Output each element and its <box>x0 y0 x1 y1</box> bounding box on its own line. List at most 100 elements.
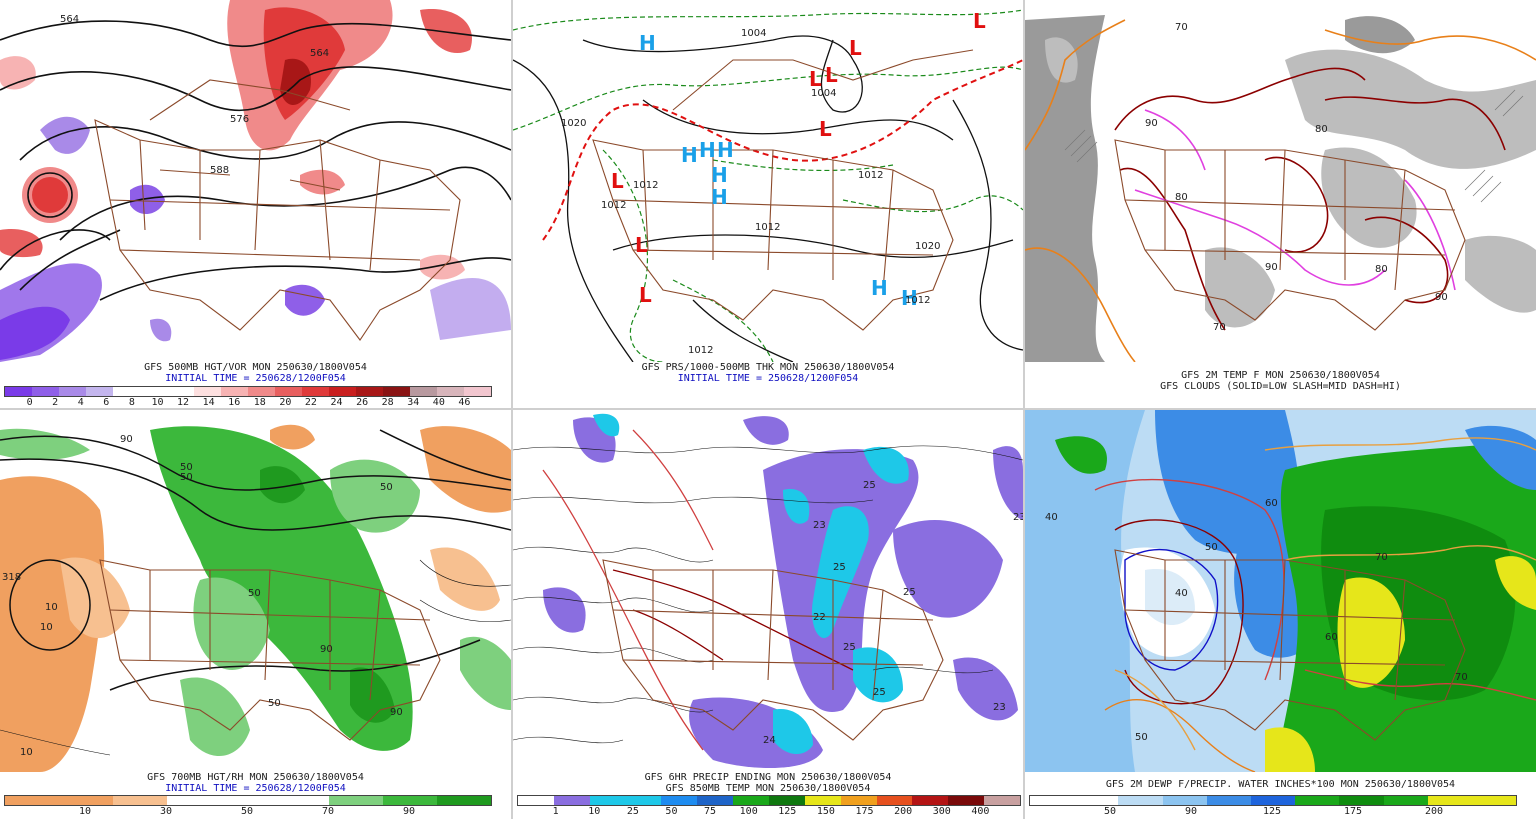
high-pressure-label: H <box>699 138 716 162</box>
contour-label: 24 <box>763 735 776 746</box>
map-precip: 25 23 25 22 25 25 24 23 25 23 <box>513 410 1023 772</box>
panel-700mb-hgt-rh: 90 50 10 318 10 50 50 90 50 90 10 50 GFS… <box>0 410 511 819</box>
colorbar-swatch <box>5 796 59 805</box>
contour-label: 70 <box>1175 22 1188 33</box>
contour-label: 25 <box>903 587 916 598</box>
colorbar-swatch <box>553 796 590 805</box>
colorbar-swatch <box>697 796 734 805</box>
contour-label: 50 <box>268 698 281 709</box>
colorbar-tick-label: 90 <box>402 806 416 817</box>
colorbar-tick-label: 300 <box>932 806 951 817</box>
colorbar-swatch <box>167 387 194 396</box>
colorbar-swatch <box>625 796 662 805</box>
colorbar-swatch <box>876 796 913 805</box>
contour-label: 90 <box>1435 292 1448 303</box>
colorbar-swatch <box>1206 796 1251 805</box>
colorbar-tick-label: 40 <box>432 397 445 408</box>
contour-label: 25 <box>863 480 876 491</box>
low-pressure-label: L <box>809 67 822 91</box>
low-pressure-label: L <box>825 63 838 87</box>
colorbar-swatch <box>1427 796 1472 805</box>
colorbar-swatch <box>1162 796 1207 805</box>
contour-label: 60 <box>1325 632 1338 643</box>
contour-label: 50 <box>1205 542 1218 553</box>
caption-title: GFS 2M TEMP F MON 250630/1800V054 <box>1181 370 1380 381</box>
caption-title: GFS 6HR PRECIP ENDING MON 250630/1800V05… <box>644 772 892 783</box>
high-pressure-label: H <box>681 143 698 167</box>
caption-title: GFS 2M DEWP F/PRECIP. WATER INCHES*100 M… <box>1105 779 1456 790</box>
contour-label: 1012 <box>633 180 658 191</box>
colorbar-tick-label: 10 <box>78 806 92 817</box>
contour-label: 90 <box>320 644 333 655</box>
low-pressure-label: L <box>973 9 986 33</box>
colorbar-swatch <box>248 387 275 396</box>
panel-caption: GFS 2M TEMP F MON 250630/1800V054 GFS CL… <box>1025 370 1536 392</box>
colorbar-swatch <box>1030 796 1075 805</box>
contour-label: 25 <box>843 642 856 653</box>
contour-label: 318 <box>2 572 21 583</box>
colorbar-tick-label: 0 <box>26 397 33 408</box>
colorbar-swatch <box>113 796 167 805</box>
colorbar-swatch <box>1118 796 1163 805</box>
high-pressure-label: H <box>717 138 734 162</box>
colorbar-tick-label: 200 <box>1424 806 1444 817</box>
colorbar-swatch <box>275 387 302 396</box>
colorbar-swatch <box>167 796 221 805</box>
contour-label: 50 <box>248 588 261 599</box>
colorbar <box>4 386 492 397</box>
colorbar-tick-label: 4 <box>77 397 84 408</box>
panel-prs-thk: H H H H H H H H L L L L L L L L 1004 100… <box>513 0 1023 408</box>
colorbar-tick-label: 70 <box>321 806 335 817</box>
colorbar-swatch <box>437 796 491 805</box>
contour-label: 23 <box>993 702 1006 713</box>
colorbar-tick-label: 150 <box>816 806 835 817</box>
contour-label: 70 <box>1213 322 1226 333</box>
colorbar-tick-label: 34 <box>407 397 420 408</box>
contour-label: 90 <box>390 707 403 718</box>
contour-label: 25 <box>833 562 846 573</box>
colorbar-swatch <box>221 387 248 396</box>
colorbar-tick-label: 175 <box>1343 806 1363 817</box>
colorbar-swatch <box>518 796 554 805</box>
contour-label: 90 <box>120 434 133 445</box>
colorbar-tick-label: 1 <box>552 806 559 817</box>
map-700mb: 90 50 10 318 10 50 50 90 50 90 10 50 <box>0 410 511 772</box>
colorbar-swatch <box>1295 796 1340 805</box>
colorbar-tick-label: 25 <box>626 806 639 817</box>
colorbar-swatch <box>1339 796 1384 805</box>
colorbar <box>517 795 1021 806</box>
colorbar-tick-label: 50 <box>665 806 678 817</box>
caption-subtitle: GFS 850MB TEMP MON 250630/1800V054 <box>665 783 871 794</box>
colorbar-swatch <box>948 796 985 805</box>
contour-label: 1012 <box>601 200 626 211</box>
panel-2m-dewp-pwat: 40 50 60 70 60 50 40 70 GFS 2M DEWP F/PR… <box>1025 410 1536 819</box>
colorbar-swatch <box>329 796 383 805</box>
low-pressure-label: L <box>819 117 832 141</box>
colorbar-swatch <box>410 387 437 396</box>
colorbar-tick-label: 125 <box>1262 806 1282 817</box>
colorbar-tick-label: 18 <box>253 397 266 408</box>
map-pressure: H H H H H H H H L L L L L L L L 1004 100… <box>513 0 1023 362</box>
contour-label: 50 <box>180 472 193 483</box>
contour-label: 40 <box>1175 588 1188 599</box>
colorbar-tick-label: 22 <box>304 397 317 408</box>
colorbar-tick-label: 28 <box>381 397 394 408</box>
colorbar-tick-label: 30 <box>159 806 173 817</box>
colorbar-swatch <box>329 387 356 396</box>
colorbar-tick-label: 100 <box>739 806 758 817</box>
contour-label: 40 <box>1045 512 1058 523</box>
colorbar-tick-label: 20 <box>279 397 292 408</box>
high-pressure-label: H <box>871 276 888 300</box>
map-500mb: 564 564 576 588 <box>0 0 511 362</box>
caption-title: GFS 700MB HGT/RH MON 250630/1800V054 <box>147 772 364 783</box>
contour-label: 576 <box>230 114 249 125</box>
colorbar-tick-label: 26 <box>356 397 369 408</box>
colorbar-swatch <box>86 387 113 396</box>
contour-label: 588 <box>210 165 229 176</box>
contour-label: 23 <box>813 520 826 531</box>
colorbar-swatch <box>5 387 32 396</box>
map-temperature: 70 80 90 80 90 80 90 70 <box>1025 0 1536 362</box>
caption-clouds-legend: GFS CLOUDS (SOLID=LOW SLASH=MID DASH=HI) <box>1160 381 1401 392</box>
contour-label: 50 <box>380 482 393 493</box>
low-pressure-label: L <box>639 283 652 307</box>
